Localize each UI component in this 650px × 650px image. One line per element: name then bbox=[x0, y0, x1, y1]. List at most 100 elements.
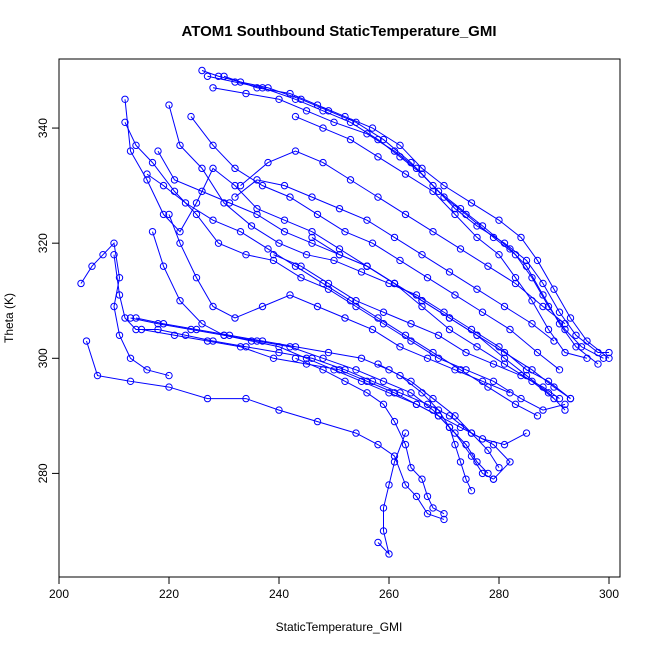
data-point bbox=[412, 492, 421, 501]
data-point bbox=[231, 78, 239, 86]
data-point bbox=[550, 337, 558, 345]
series-line bbox=[113, 254, 511, 480]
data-point bbox=[418, 302, 426, 311]
data-point bbox=[478, 435, 487, 443]
data-point bbox=[385, 481, 393, 489]
data-point bbox=[379, 377, 388, 386]
data-point bbox=[159, 181, 168, 190]
data-point bbox=[236, 343, 245, 351]
data-point bbox=[396, 343, 404, 351]
series-profile bbox=[187, 112, 564, 374]
data-point bbox=[528, 274, 536, 282]
data-point bbox=[231, 164, 239, 173]
data-point bbox=[467, 429, 476, 437]
data-point bbox=[385, 366, 393, 374]
series-line bbox=[146, 173, 538, 417]
data-point bbox=[374, 360, 382, 368]
data-point bbox=[132, 325, 140, 334]
data-point bbox=[176, 227, 184, 236]
data-point bbox=[434, 406, 443, 414]
data-point bbox=[445, 314, 454, 322]
series-line bbox=[190, 116, 560, 371]
data-point bbox=[528, 366, 536, 374]
data-point bbox=[583, 354, 591, 362]
data-point bbox=[401, 481, 410, 489]
data-point bbox=[489, 360, 498, 368]
data-point bbox=[187, 325, 195, 334]
data-point bbox=[319, 366, 327, 374]
series-line bbox=[295, 357, 445, 515]
data-point bbox=[434, 187, 443, 196]
data-point bbox=[258, 181, 267, 190]
data-point bbox=[280, 216, 289, 224]
data-point bbox=[407, 320, 415, 328]
data-point bbox=[170, 331, 179, 339]
data-point bbox=[539, 383, 547, 391]
data-point bbox=[390, 417, 399, 426]
data-point bbox=[396, 153, 404, 161]
data-point bbox=[192, 274, 201, 282]
data-point bbox=[484, 446, 492, 455]
data-point bbox=[489, 377, 498, 386]
data-point bbox=[511, 400, 520, 409]
data-point bbox=[165, 101, 173, 109]
data-point bbox=[594, 360, 602, 368]
data-point bbox=[236, 227, 245, 236]
data-point bbox=[396, 141, 404, 150]
data-point bbox=[511, 274, 520, 282]
series-profile bbox=[308, 233, 575, 403]
data-point bbox=[253, 210, 261, 219]
data-point bbox=[165, 210, 173, 219]
data-point bbox=[429, 187, 437, 196]
series-line bbox=[212, 87, 599, 365]
data-point bbox=[319, 124, 327, 132]
data-point bbox=[154, 320, 162, 328]
series-group bbox=[77, 66, 613, 558]
data-point bbox=[379, 135, 388, 144]
data-point bbox=[561, 400, 569, 409]
data-point bbox=[429, 394, 437, 403]
data-point bbox=[231, 181, 239, 190]
x-tick-label: 260 bbox=[379, 587, 399, 601]
data-point bbox=[495, 250, 503, 259]
data-point bbox=[418, 170, 426, 178]
data-point bbox=[572, 331, 580, 339]
data-point bbox=[203, 337, 212, 345]
data-point bbox=[434, 331, 443, 339]
data-point bbox=[445, 423, 454, 432]
data-point bbox=[253, 84, 261, 92]
data-point bbox=[297, 274, 305, 282]
data-point bbox=[330, 366, 338, 374]
data-point bbox=[390, 389, 399, 397]
data-point bbox=[368, 124, 377, 132]
data-point bbox=[302, 250, 311, 259]
data-point bbox=[93, 371, 102, 380]
data-point bbox=[209, 216, 217, 224]
data-point bbox=[423, 400, 432, 409]
data-point bbox=[473, 285, 481, 293]
data-point bbox=[440, 515, 448, 524]
data-point bbox=[308, 227, 316, 236]
data-point bbox=[154, 147, 162, 155]
data-point bbox=[330, 256, 338, 265]
data-point bbox=[374, 538, 382, 547]
data-point bbox=[319, 354, 327, 362]
data-point bbox=[220, 72, 228, 80]
data-point bbox=[363, 216, 371, 224]
data-point bbox=[418, 164, 426, 173]
data-point bbox=[275, 348, 283, 357]
data-point bbox=[401, 440, 410, 449]
data-point bbox=[297, 262, 305, 270]
data-point bbox=[456, 366, 465, 374]
data-point bbox=[506, 389, 514, 397]
series-profile bbox=[77, 239, 173, 380]
data-point bbox=[275, 406, 283, 414]
data-point bbox=[500, 348, 509, 357]
data-point bbox=[209, 164, 217, 173]
series-line bbox=[80, 242, 170, 377]
data-point bbox=[522, 429, 531, 437]
data-point bbox=[478, 469, 487, 478]
data-point bbox=[264, 158, 272, 167]
data-point bbox=[159, 210, 168, 219]
data-point bbox=[143, 366, 151, 374]
